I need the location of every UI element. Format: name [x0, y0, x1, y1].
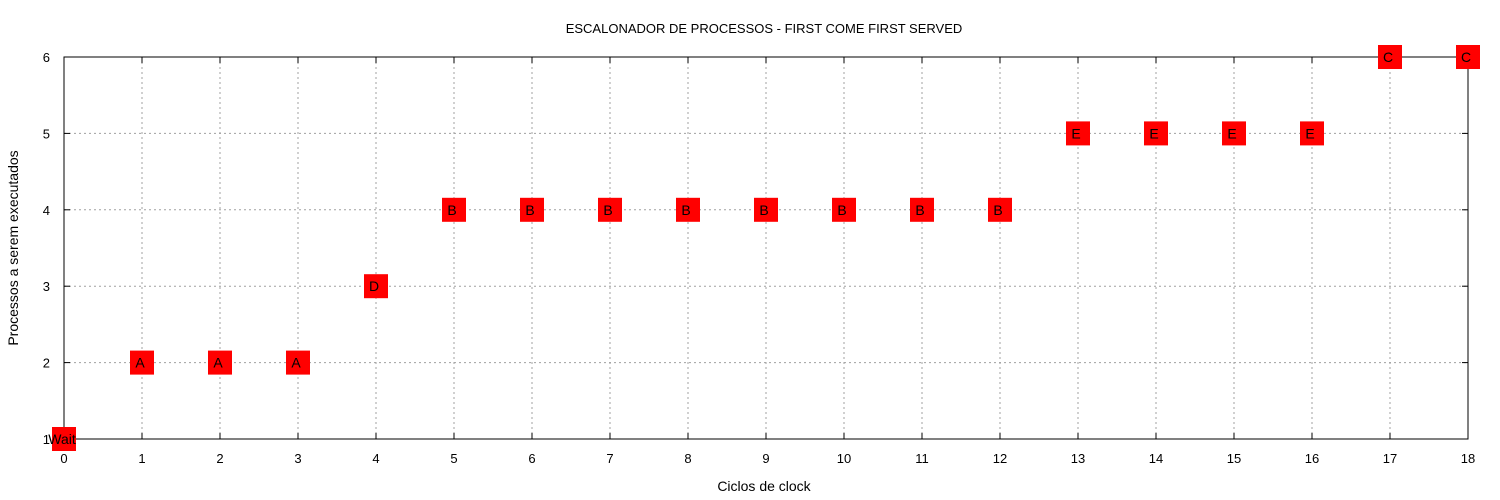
data-point-label: B	[837, 202, 846, 218]
data-point-label: E	[1305, 125, 1314, 141]
y-tick-label: 4	[43, 203, 50, 218]
data-point-marker	[52, 427, 76, 451]
data-point-label: A	[135, 355, 145, 371]
data-point-label: E	[1071, 125, 1080, 141]
x-tick-label: 13	[1071, 451, 1085, 466]
y-tick-label: 5	[43, 126, 50, 141]
data-point-marker	[286, 350, 310, 375]
data-point-marker	[1222, 121, 1246, 146]
x-tick-label: 9	[762, 451, 769, 466]
x-tick-label: 14	[1149, 451, 1163, 466]
data-point-label: C	[1461, 49, 1471, 65]
x-tick-label: 11	[915, 451, 929, 466]
data-point-marker	[208, 350, 232, 375]
x-tick-label: 1	[138, 451, 145, 466]
data-point-marker	[598, 197, 622, 222]
data-point-marker	[754, 197, 778, 222]
x-tick-label: 12	[993, 451, 1007, 466]
data-point-marker	[520, 197, 544, 222]
data-point-label: B	[447, 202, 456, 218]
x-tick-label: 18	[1461, 451, 1475, 466]
data-point-label: D	[369, 278, 379, 294]
data-point-marker	[1144, 121, 1168, 146]
x-tick-label: 6	[528, 451, 535, 466]
data-point-label: B	[525, 202, 534, 218]
y-tick-label: 6	[43, 50, 50, 65]
data-point-label: A	[213, 355, 223, 371]
x-tick-label: 16	[1305, 451, 1319, 466]
y-tick-label: 1	[43, 432, 50, 447]
data-point-marker	[1378, 45, 1402, 69]
x-tick-label: 17	[1383, 451, 1397, 466]
y-tick-label: 2	[43, 356, 50, 371]
data-point-label: B	[993, 202, 1002, 218]
data-point-label: B	[759, 202, 768, 218]
grid	[64, 57, 1468, 439]
x-axis-label: Ciclos de clock	[717, 478, 811, 494]
chart-title: ESCALONADOR DE PROCESSOS - FIRST COME FI…	[566, 21, 963, 36]
data-point-marker	[364, 274, 388, 299]
data-point-marker	[910, 197, 934, 222]
data-point-label: Wait	[48, 431, 76, 447]
data-point-marker	[1456, 45, 1480, 69]
x-tick-label: 10	[837, 451, 851, 466]
data-point-marker	[676, 197, 700, 222]
x-tick-label: 7	[606, 451, 613, 466]
x-tick-label: 2	[216, 451, 223, 466]
x-tick-label: 0	[60, 451, 67, 466]
x-tick-label: 5	[450, 451, 457, 466]
x-tick-label: 3	[294, 451, 301, 466]
y-tick-label: 3	[43, 279, 50, 294]
data-point-label: B	[915, 202, 924, 218]
data-point-marker	[832, 197, 856, 222]
x-tick-label: 8	[684, 451, 691, 466]
data-point-marker	[1300, 121, 1324, 146]
data-point-label: B	[603, 202, 612, 218]
data-point-marker	[130, 350, 154, 375]
data-point-label: C	[1383, 49, 1393, 65]
data-point-marker	[988, 197, 1012, 222]
data-point-label: B	[681, 202, 690, 218]
data-point-label: E	[1149, 125, 1158, 141]
y-axis-label: Processos a serem executados	[5, 150, 21, 345]
x-tick-label: 4	[372, 451, 379, 466]
x-tick-label: 15	[1227, 451, 1241, 466]
data-points: Wait A A A D B B B B B B B B E E E E C C	[48, 45, 1480, 451]
data-point-marker	[442, 197, 466, 222]
data-point-marker	[1066, 121, 1090, 146]
data-point-label: E	[1227, 125, 1236, 141]
data-point-label: A	[291, 355, 301, 371]
